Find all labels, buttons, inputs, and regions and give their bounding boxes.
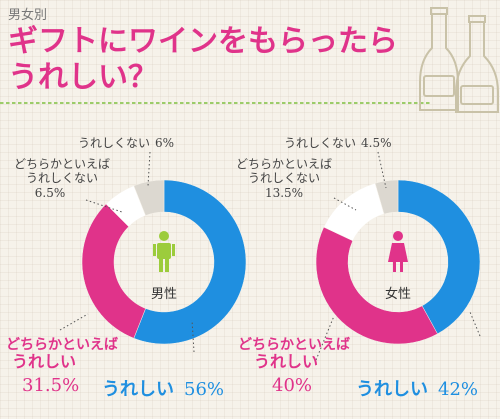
male-label-no: うれしくない bbox=[78, 136, 150, 150]
donut-slice-no bbox=[133, 179, 165, 216]
donut-slice-yes bbox=[133, 179, 247, 345]
page-title: ギフトにワインをもらったらうれしい？ bbox=[8, 24, 398, 95]
female-label-yes-pct: 42% bbox=[438, 379, 478, 400]
female-label-no-pct: 4.5% bbox=[361, 136, 392, 150]
male-label-no-pct: 6% bbox=[155, 136, 174, 150]
female-icon bbox=[388, 231, 408, 272]
female-label-no: うれしくない bbox=[284, 136, 356, 150]
category-label: 男女別 bbox=[8, 8, 48, 23]
female-label-somewhat-no-1: どちらかといえば bbox=[236, 157, 332, 171]
donut-slice-no bbox=[374, 179, 399, 215]
donut-center-label-male: 男性 bbox=[151, 287, 177, 302]
male-label-somewhat-no-1: どちらかといえば bbox=[14, 157, 110, 171]
leader-lines bbox=[59, 151, 481, 361]
female-label-somewhat-no-pct: 13.5% bbox=[265, 186, 303, 200]
female-label-somewhat-yes-1: どちらかといえば bbox=[238, 337, 350, 353]
donut-slice-yes bbox=[397, 179, 481, 335]
donut-center-label-female: 女性 bbox=[385, 286, 411, 302]
male-label-somewhat-yes-pct: 31.5% bbox=[22, 375, 79, 396]
male-label-somewhat-no-2: うれしくない bbox=[26, 171, 98, 185]
wine-bottles-illustration bbox=[419, 7, 499, 113]
male-label-somewhat-yes-2: うれしい bbox=[12, 352, 76, 371]
female-label-somewhat-no-2: うれしくない bbox=[248, 171, 320, 185]
female-label-yes: うれしい bbox=[356, 379, 428, 400]
donut-chart-male bbox=[81, 179, 247, 345]
male-label-somewhat-no-pct: 6.5% bbox=[35, 186, 66, 200]
male-icon bbox=[153, 231, 175, 272]
donut-slice-somewhat-yes bbox=[315, 226, 438, 345]
male-label-somewhat-yes-1: どちらかといえば bbox=[6, 337, 118, 353]
male-label-yes: うれしい bbox=[102, 379, 174, 400]
title-divider bbox=[0, 102, 430, 104]
female-label-somewhat-yes-pct: 40% bbox=[272, 375, 312, 396]
female-label-somewhat-yes-2: うれしい bbox=[254, 352, 318, 371]
male-label-yes-pct: 56% bbox=[184, 379, 224, 400]
donut-chart-female bbox=[315, 179, 481, 345]
donut-slice-somewhat-yes bbox=[81, 203, 146, 339]
